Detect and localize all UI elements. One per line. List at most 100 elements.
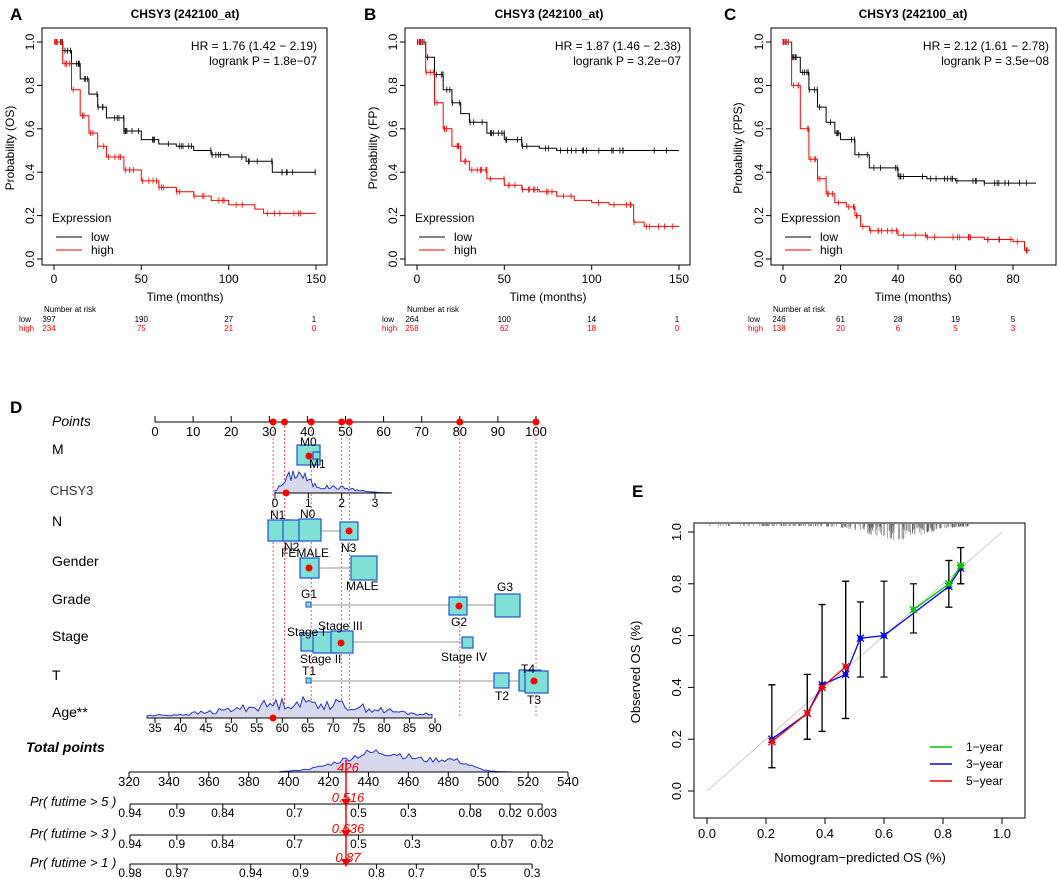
risk-value: 1: [312, 315, 317, 324]
x-axis-c: 0 20 40 60 80: [780, 264, 1020, 286]
category-label: G1: [301, 587, 317, 601]
prob-tick-label: 0.3: [404, 837, 421, 851]
prob-tick-label: 0.02: [530, 837, 554, 851]
category-label: T1: [302, 664, 316, 678]
svg-text:0.4: 0.4: [23, 164, 37, 181]
total-tick-label: 440: [358, 774, 380, 789]
points-tick-label: 30: [262, 424, 276, 439]
risk-row-label-high-c: high: [748, 324, 763, 333]
prob-tick-label: 0.94: [118, 837, 142, 851]
calibration-line-2: [771, 666, 847, 743]
down-arrow-icon: [341, 799, 351, 807]
n0-box: [298, 518, 322, 542]
chart-title-b: CHSY3 (242100_at): [495, 7, 604, 21]
panel-letter-d: D: [10, 398, 22, 417]
svg-text:0: 0: [780, 272, 787, 286]
svg-text:40: 40: [891, 272, 905, 286]
panel-b: B CHSY3 (242100_at) 0.0 0.2 0.4 0.6 0.8 …: [364, 5, 691, 333]
y-axis-label-b: Probability (FP): [366, 107, 380, 190]
risk-table-c: Number at risk low high 246 61 28 19 5 1…: [748, 305, 1016, 333]
x-tick-label-e: 0.6: [875, 826, 893, 841]
risk-row-label-high-a: high: [19, 324, 34, 333]
legend-label-high-b: high: [454, 243, 477, 257]
prob-axis-3: 0.94 0.9 0.84 0.7 0.5 0.3 0.07 0.02: [118, 834, 554, 851]
calibration-cross: [944, 579, 953, 588]
age-tick-label: 45: [199, 721, 213, 735]
svg-text:1.0: 1.0: [752, 33, 766, 50]
prob-axis-5: 0.94 0.9 0.84 0.7 0.5 0.3 0.08 0.02 0.003: [118, 803, 557, 820]
chsy3-tick-label: 2: [338, 496, 345, 510]
axes-e: 0.0 0.2 0.4 0.6 0.8 1.0 0.0 0.2 0.4 0.6 0.8 1.0: [669, 523, 1011, 841]
svg-text:20: 20: [834, 272, 848, 286]
prob-tick-label: 0.08: [459, 806, 483, 820]
risk-table-b: Number at risk low high 264 100 14 1 258…: [382, 305, 680, 333]
selected-point: [269, 418, 277, 426]
category-label: Stage II: [300, 652, 341, 666]
chsy3-axis: 0 1 2 3: [272, 492, 392, 510]
prob-tick-label: 0.3: [400, 806, 417, 820]
prob-tick-label: 0.7: [286, 806, 303, 820]
y-tick-label-e: 0.6: [669, 627, 684, 645]
svg-text:1.0: 1.0: [23, 33, 37, 50]
prob-tick-label: 0.003: [527, 806, 557, 820]
hazard-ratio-c: HR = 2.12 (1.61 − 2.78): [923, 39, 1049, 53]
risk-value: 28: [894, 315, 903, 324]
category-label: T3: [527, 693, 541, 707]
row-label-m: M: [52, 441, 64, 457]
age-density: [146, 695, 433, 719]
calibration-cross: [818, 683, 826, 692]
svg-text:1.0: 1.0: [386, 33, 400, 50]
legend-a: Expression low high: [52, 211, 114, 257]
logrank-p-a: logrank P = 1.8e−07: [209, 54, 317, 68]
age-tick-label: 40: [174, 721, 188, 735]
total-tick-label: 460: [398, 774, 420, 789]
legend-label-high-c: high: [820, 243, 843, 257]
x-tick-label-e: 0.8: [934, 826, 952, 841]
age-tick-label: 65: [301, 721, 315, 735]
logrank-p-c: logrank P = 3.5e−08: [941, 54, 1049, 68]
age-tick-label: 70: [327, 721, 341, 735]
row-stage: Stage I Stage III Stage II Stage IV: [287, 619, 487, 666]
legend-label-low-b: low: [454, 230, 472, 244]
selected-point: [337, 639, 345, 647]
legend-label-low-a: low: [91, 230, 109, 244]
chsy3-tick-label: 3: [372, 496, 379, 510]
risk-value: 397: [42, 315, 56, 324]
row-total-points: 320 340 360 380 400 420 440 460 480 500 520 540 426: [118, 749, 579, 862]
age-tick-label: 60: [276, 721, 290, 735]
category-label: M1: [309, 457, 326, 471]
calibration-cross: [841, 662, 850, 671]
row-label-gender: Gender: [52, 553, 99, 569]
selected-point: [305, 564, 313, 572]
prob-label-5: Pr( futime > 5 ): [30, 794, 116, 809]
down-arrow-icon: [341, 830, 351, 838]
prob-tick-label: 0.7: [408, 866, 425, 879]
calibration-series: [767, 546, 965, 769]
stats-c: HR = 2.12 (1.61 − 2.78) logrank P = 3.5e…: [923, 39, 1049, 68]
selected-point: [345, 527, 353, 535]
age-axis: 35 40 45 50 55 60 65 70 75 80 85 90: [147, 717, 442, 735]
risk-value: 19: [951, 315, 960, 324]
svg-text:0.0: 0.0: [386, 250, 400, 267]
calibration-cross: [880, 631, 888, 640]
row-label-chsy3: CHSY3: [50, 483, 93, 498]
total-tick-label: 500: [477, 774, 499, 789]
stats-a: HR = 1.76 (1.42 − 2.19) logrank P = 1.8e…: [191, 39, 317, 68]
y-axis-c: 0.0 0.2 0.4 0.6 0.8 1.0: [752, 33, 772, 267]
total-tick-label: 380: [238, 774, 260, 789]
category-label: N2: [284, 540, 300, 554]
total-points-value: 426: [337, 760, 359, 775]
survival-curve-high: [54, 41, 316, 214]
km-curves-a: [54, 39, 316, 217]
survival-curve-low: [417, 41, 679, 151]
prob-row-5: Pr( futime > 5 ) 0.516 0.94 0.9 0.84 0.7 0.5…: [30, 790, 557, 820]
selected-point: [456, 418, 464, 426]
prob-value-5: 0.516: [332, 790, 365, 805]
prob-row-3: Pr( futime > 3 ) 0.636 0.94 0.9 0.84 0.7 0.5…: [30, 821, 554, 851]
x-axis-label-c: Time (months): [875, 290, 952, 304]
risk-row-label-low-a: low: [19, 315, 31, 324]
risk-row-label-low-b: low: [382, 315, 394, 324]
svg-text:0.6: 0.6: [752, 120, 766, 137]
panel-letter-a: A: [10, 5, 22, 24]
legend-title-c: Expression: [781, 211, 840, 225]
